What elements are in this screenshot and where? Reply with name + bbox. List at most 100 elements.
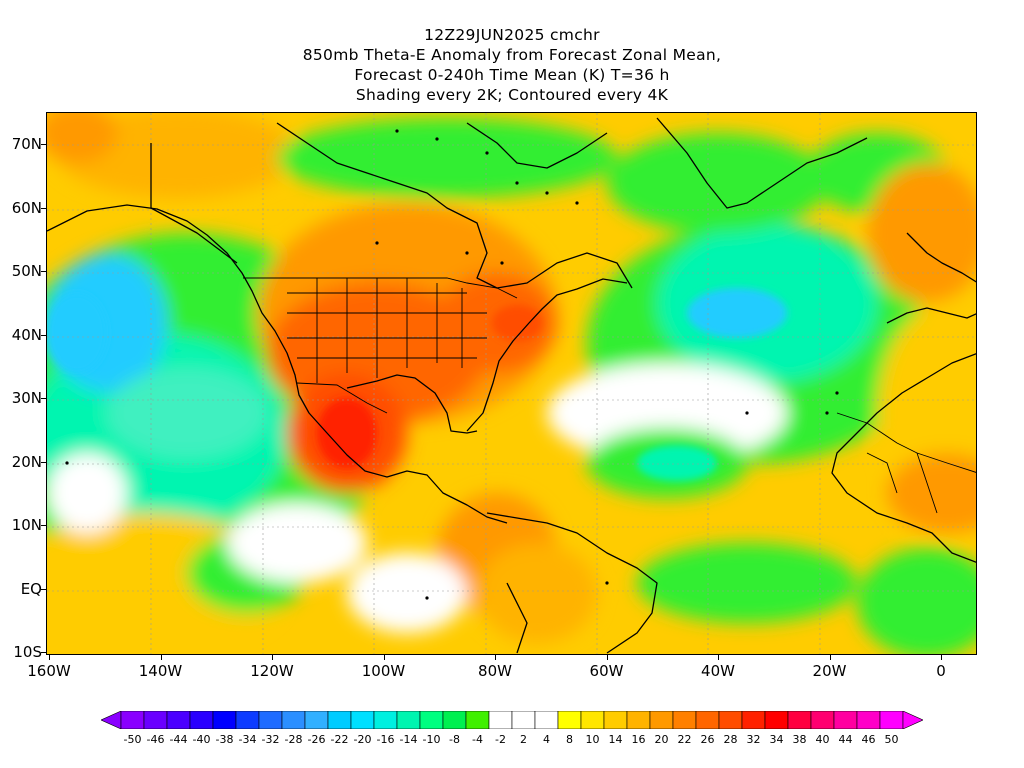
title-line-2: 850mb Theta-E Anomaly from Forecast Zona… — [302, 46, 722, 64]
lon-label: 140W — [138, 662, 183, 680]
colorbar-label: -16 — [376, 733, 395, 746]
colorbar-label: -10 — [422, 733, 441, 746]
colorbar-swatch — [626, 710, 651, 730]
colorbar-label: -8 — [449, 733, 460, 746]
colorbar-max-arrow — [902, 710, 924, 730]
colorbar-label: 26 — [700, 733, 715, 746]
title-line-4: Shading every 2K; Contoured every 4K — [355, 86, 669, 104]
color-legend-bar — [100, 710, 924, 730]
lon-label: 40W — [701, 662, 735, 680]
lon-tick — [49, 655, 50, 660]
colorbar-label: 44 — [838, 733, 853, 746]
colorbar-swatch — [396, 710, 421, 730]
colorbar-swatch — [856, 710, 881, 730]
theta-e-anomaly-map — [46, 112, 977, 655]
colorbar-swatch — [718, 710, 743, 730]
lon-tick — [606, 655, 608, 660]
colorbar-label: -26 — [307, 733, 326, 746]
colorbar-label: -46 — [146, 733, 165, 746]
colorbar-label: 38 — [792, 733, 807, 746]
lon-tick — [718, 655, 719, 660]
title-line-1: 12Z29JUN2025 cmchr — [424, 26, 600, 44]
lon-label: 120W — [250, 662, 294, 680]
colorbar-label: 22 — [677, 733, 692, 746]
colorbar-label: -44 — [169, 733, 188, 746]
colorbar-swatch — [304, 710, 329, 730]
colorbar-swatch — [603, 710, 628, 730]
colorbar-swatch — [810, 710, 835, 730]
lat-label: 40N — [11, 325, 42, 344]
colorbar-label: -14 — [399, 733, 418, 746]
colorbar-label: -28 — [284, 733, 303, 746]
colorbar-label: -38 — [215, 733, 234, 746]
lat-label: 10S — [13, 643, 42, 661]
colorbar-label: -32 — [261, 733, 280, 746]
colorbar-swatch — [258, 710, 283, 730]
lat-label: 20N — [11, 452, 42, 471]
lat-label: 50N — [11, 262, 42, 280]
colorbar-min-arrow — [100, 710, 122, 730]
colorbar-label: 10 — [585, 733, 600, 746]
lat-tick — [41, 398, 46, 399]
colorbar-swatch — [166, 710, 191, 730]
colorbar-swatch — [465, 710, 490, 730]
colorbar-swatch — [511, 710, 536, 730]
colorbar-label: -34 — [238, 733, 257, 746]
colorbar-swatch — [833, 710, 858, 730]
colorbar-label: -40 — [192, 733, 211, 746]
lat-tick — [41, 334, 46, 336]
lat-tick — [41, 525, 46, 526]
colorbar-swatch — [488, 710, 513, 730]
colorbar-swatch — [695, 710, 720, 730]
lat-tick — [41, 207, 46, 209]
colorbar-label: 20 — [654, 733, 669, 746]
colorbar-swatch — [442, 710, 467, 730]
colorbar-label: 46 — [861, 733, 876, 746]
colorbar-swatch — [557, 710, 582, 730]
colorbar-swatch — [764, 710, 789, 730]
colorbar-label: -2 — [495, 733, 506, 746]
colorbar-swatch — [649, 710, 674, 730]
colorbar-label: -4 — [472, 733, 483, 746]
lon-label: 20W — [812, 662, 847, 680]
lon-label: 60W — [589, 662, 624, 680]
colorbar-label: 14 — [608, 733, 623, 746]
colorbar-label: 2 — [520, 733, 527, 746]
colorbar-label: 16 — [631, 733, 646, 746]
lon-tick — [495, 655, 496, 660]
colorbar-swatch — [741, 710, 766, 730]
lat-label: EQ — [20, 579, 42, 598]
lon-tick — [829, 655, 831, 660]
lon-label: 160W — [27, 662, 71, 680]
colorbar-swatch — [143, 710, 168, 730]
lat-label: 70N — [11, 135, 42, 153]
lon-tick — [941, 655, 942, 660]
color-legend-swatches — [100, 710, 924, 730]
lat-tick — [41, 461, 46, 463]
lon-label: 80W — [478, 662, 512, 680]
lat-label: 10N — [11, 516, 42, 534]
lat-tick — [41, 652, 46, 653]
colorbar-label: 50 — [884, 733, 899, 746]
colorbar-label: 28 — [723, 733, 738, 746]
colorbar-swatch — [120, 710, 145, 730]
contour-speckles — [65, 129, 839, 600]
lat-tick — [41, 271, 46, 272]
lon-tick — [160, 655, 162, 660]
coastlines — [47, 117, 976, 654]
lon-label: 0 — [936, 662, 946, 680]
colorbar-swatch — [672, 710, 697, 730]
map-canvas — [47, 113, 976, 654]
anomaly-highlights — [47, 288, 787, 481]
colorbar-swatch — [189, 710, 214, 730]
colorbar-label: -50 — [123, 733, 142, 746]
colorbar-label: 32 — [746, 733, 761, 746]
lat-label: 60N — [11, 198, 42, 217]
colorbar-swatch — [235, 710, 260, 730]
colorbar-swatch — [879, 710, 904, 730]
lon-tick — [272, 655, 273, 660]
colorbar-swatch — [787, 710, 812, 730]
colorbar-label: 4 — [543, 733, 550, 746]
political-borders — [243, 277, 976, 514]
colorbar-label: -20 — [353, 733, 372, 746]
